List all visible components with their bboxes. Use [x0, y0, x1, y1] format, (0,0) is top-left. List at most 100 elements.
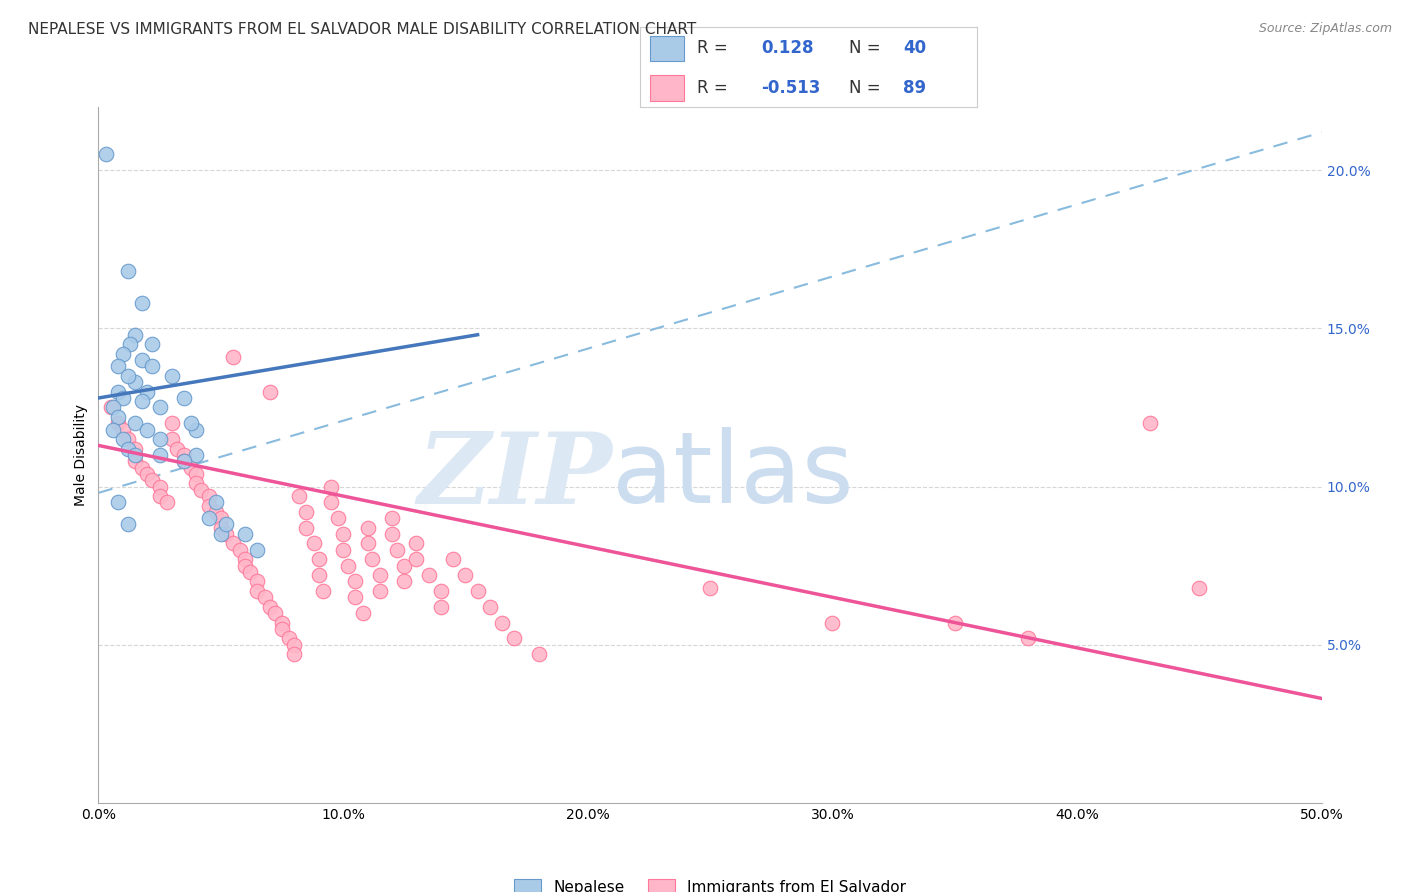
- Point: [149, 401, 172, 415]
- Point: [186, 476, 208, 491]
- Point: [136, 423, 159, 437]
- Point: [186, 467, 208, 481]
- Point: [197, 511, 219, 525]
- Point: [186, 448, 208, 462]
- Point: [131, 296, 153, 310]
- Point: [141, 337, 163, 351]
- Text: R =: R =: [697, 39, 728, 57]
- Point: [368, 583, 391, 598]
- Point: [205, 495, 228, 509]
- FancyBboxPatch shape: [650, 36, 683, 62]
- Point: [205, 505, 228, 519]
- Point: [246, 583, 269, 598]
- Point: [352, 606, 374, 620]
- Point: [503, 632, 526, 646]
- Point: [295, 505, 318, 519]
- Point: [111, 423, 134, 437]
- Point: [246, 574, 269, 589]
- Point: [239, 565, 262, 579]
- Point: [943, 615, 966, 630]
- Point: [430, 583, 453, 598]
- Point: [136, 467, 159, 481]
- Point: [368, 568, 391, 582]
- Point: [295, 521, 318, 535]
- Point: [467, 583, 489, 598]
- Point: [117, 517, 139, 532]
- Point: [1017, 632, 1039, 646]
- Point: [288, 489, 311, 503]
- Point: [101, 401, 124, 415]
- Point: [332, 527, 354, 541]
- Point: [131, 394, 153, 409]
- Point: [336, 558, 359, 573]
- Point: [197, 499, 219, 513]
- Text: NEPALESE VS IMMIGRANTS FROM EL SALVADOR MALE DISABILITY CORRELATION CHART: NEPALESE VS IMMIGRANTS FROM EL SALVADOR …: [28, 22, 696, 37]
- Point: [441, 552, 464, 566]
- Point: [283, 638, 305, 652]
- Point: [209, 521, 232, 535]
- Point: [1188, 581, 1211, 595]
- Point: [160, 368, 183, 383]
- Point: [131, 460, 153, 475]
- Point: [149, 489, 172, 503]
- Point: [173, 448, 195, 462]
- Point: [136, 384, 159, 399]
- Point: [278, 632, 301, 646]
- Point: [385, 542, 408, 557]
- Text: 89: 89: [903, 78, 927, 96]
- Point: [405, 552, 427, 566]
- Point: [173, 454, 195, 468]
- Text: N =: N =: [849, 78, 880, 96]
- Point: [107, 359, 129, 374]
- Point: [190, 483, 212, 497]
- Point: [381, 527, 404, 541]
- Point: [209, 527, 232, 541]
- Point: [478, 599, 501, 614]
- Point: [94, 147, 117, 161]
- Point: [270, 615, 294, 630]
- Point: [392, 574, 416, 589]
- Point: [111, 347, 134, 361]
- Point: [361, 552, 384, 566]
- Point: [699, 581, 721, 595]
- Point: [356, 521, 378, 535]
- Point: [405, 536, 427, 550]
- Point: [222, 536, 245, 550]
- Point: [131, 353, 153, 368]
- Point: [149, 448, 172, 462]
- Text: R =: R =: [697, 78, 728, 96]
- Point: [124, 442, 146, 456]
- Point: [418, 568, 440, 582]
- Point: [259, 599, 281, 614]
- Point: [111, 432, 134, 446]
- Point: [117, 432, 139, 446]
- Legend: Nepalese, Immigrants from El Salvador: Nepalese, Immigrants from El Salvador: [508, 873, 912, 892]
- Point: [381, 511, 404, 525]
- Point: [344, 574, 367, 589]
- Point: [160, 432, 183, 446]
- Point: [270, 622, 294, 636]
- Point: [107, 417, 129, 431]
- Point: [332, 542, 354, 557]
- Point: [233, 552, 256, 566]
- Point: [197, 489, 219, 503]
- Point: [454, 568, 477, 582]
- Text: 40: 40: [903, 39, 927, 57]
- Point: [160, 417, 183, 431]
- Point: [124, 327, 146, 342]
- Point: [229, 542, 252, 557]
- Point: [283, 647, 305, 661]
- Point: [214, 517, 236, 532]
- Point: [392, 558, 416, 573]
- Point: [344, 591, 367, 605]
- Point: [233, 527, 256, 541]
- Point: [1139, 417, 1161, 431]
- Point: [491, 615, 513, 630]
- Point: [246, 542, 269, 557]
- Point: [186, 423, 208, 437]
- Point: [222, 350, 245, 364]
- Point: [149, 479, 172, 493]
- Point: [180, 460, 202, 475]
- Point: [319, 495, 342, 509]
- Point: [120, 337, 142, 351]
